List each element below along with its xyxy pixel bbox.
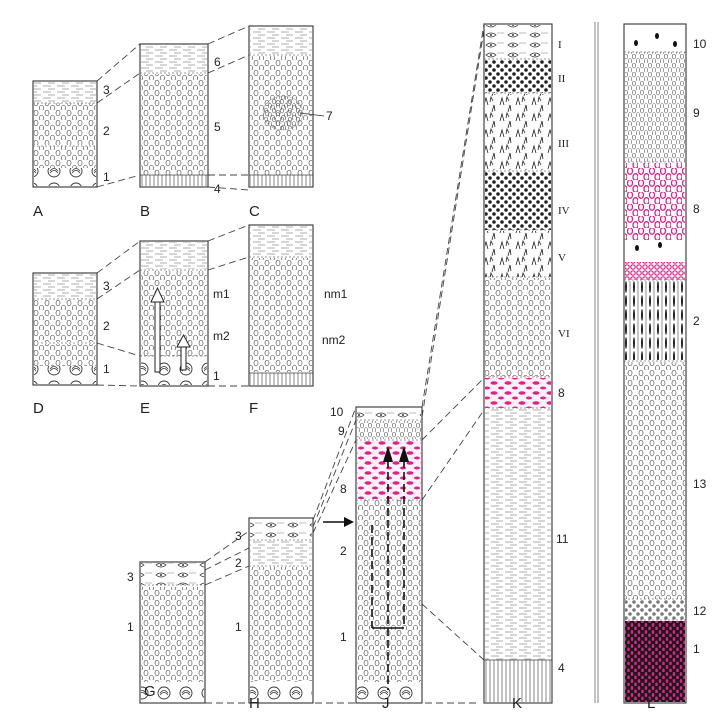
panel-j: 10 9 8 2 1 J — [323, 405, 423, 712]
panel-h-label-3: 3 — [235, 529, 242, 543]
panel-l-label-8: 8 — [693, 202, 700, 216]
panel-k-label-iii: III — [558, 138, 569, 150]
panel-c: 7 C — [248, 25, 333, 220]
panel-k-label-i: I — [558, 39, 562, 51]
panel-b-label-4: 4 — [214, 182, 221, 196]
panel-l-label-9: 9 — [693, 106, 700, 120]
panel-f-caption: F — [249, 400, 258, 417]
panel-j-label-2: 2 — [340, 544, 347, 558]
panel-l-caption: L — [647, 695, 655, 712]
panel-a-label-2: 2 — [103, 124, 110, 138]
panel-j-caption: J — [382, 695, 390, 712]
panel-a-label-1: 1 — [103, 170, 110, 184]
panel-l-black-dots — [635, 242, 662, 251]
panel-j-label-9: 9 — [338, 424, 345, 438]
panel-l-label-2: 2 — [693, 314, 700, 328]
panel-h: 3 2 1 H — [235, 517, 314, 712]
panel-a: 3 2 1 A — [32, 80, 110, 220]
panel-g-caption: G — [144, 683, 156, 700]
panel-k-caption: K — [512, 695, 522, 712]
panel-b-label-5: 5 — [214, 120, 221, 134]
panel-e-label-m2: m2 — [213, 329, 230, 343]
panel-d-label-1: 1 — [103, 362, 110, 376]
panel-a-label-3: 3 — [103, 83, 110, 97]
panel-e: m1 m2 1 E — [139, 240, 230, 417]
panel-g: 3 1 G — [127, 561, 206, 704]
panel-k-label-ii: II — [558, 73, 566, 85]
panel-k-label-iv: IV — [558, 205, 570, 217]
panel-e-label-1: 1 — [213, 369, 220, 383]
panel-g-label-1: 1 — [127, 620, 134, 634]
panel-l-label-10: 10 — [693, 37, 707, 51]
panel-l-label-13: 13 — [693, 477, 707, 491]
panel-b: 6 5 4 B — [139, 43, 221, 220]
panel-h-caption: H — [249, 695, 260, 712]
panel-b-label-6: 6 — [214, 55, 221, 69]
panel-c-caption: C — [249, 203, 260, 220]
panel-j-label-1: 1 — [340, 630, 347, 644]
panel-k-label-v: V — [558, 252, 566, 264]
panel-c-label-7: 7 — [326, 109, 333, 123]
panel-f-label-nm2: nm2 — [322, 333, 346, 347]
panel-f: nm1 nm2 F — [248, 224, 348, 417]
panel-f-label-nm1: nm1 — [324, 287, 348, 301]
panel-d: 3 2 1 D — [32, 272, 110, 417]
panel-d-caption: D — [33, 400, 44, 417]
panel-j-label-8: 8 — [340, 482, 347, 496]
panel-j-label-10: 10 — [330, 405, 344, 419]
panel-l: 10 9 8 2 13 12 1 L — [623, 23, 707, 712]
panel-l-top-dots — [634, 33, 677, 47]
panel-h-label-1: 1 — [235, 620, 242, 634]
panel-k-label-11: 11 — [556, 532, 569, 546]
panel-h-label-2: 2 — [235, 556, 242, 570]
panel-g-label-3: 3 — [127, 570, 134, 584]
panel-e-label-m1: m1 — [213, 287, 230, 301]
panel-d-label-3: 3 — [103, 279, 110, 293]
panel-k-label-vi: VI — [558, 328, 570, 340]
panel-e-caption: E — [140, 400, 150, 417]
panel-l-label-12: 12 — [693, 604, 707, 618]
panel-a-caption: A — [33, 203, 43, 220]
panel-b-caption: B — [140, 203, 150, 220]
panel-k-label-4: 4 — [558, 661, 565, 675]
divider-line — [594, 22, 599, 703]
panel-k-label-8: 8 — [558, 386, 565, 400]
panel-l-label-1: 1 — [693, 642, 700, 656]
panel-k: I II III IV V VI 8 11 4 K — [483, 23, 570, 712]
panel-d-label-2: 2 — [103, 319, 110, 333]
